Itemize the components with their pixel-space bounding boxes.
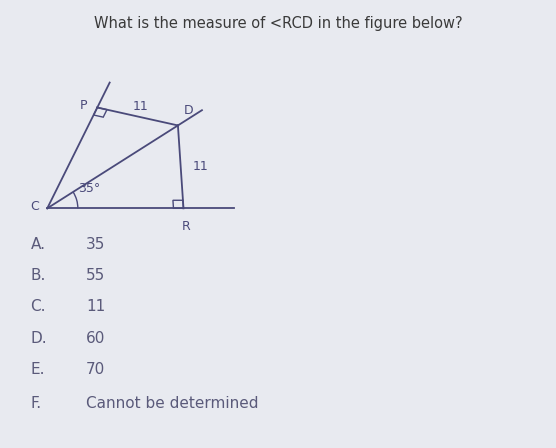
Text: B.: B. — [31, 268, 46, 283]
Text: 35: 35 — [86, 237, 106, 252]
Text: Cannot be determined: Cannot be determined — [86, 396, 259, 411]
Text: A.: A. — [31, 237, 46, 252]
Text: E.: E. — [31, 362, 45, 377]
Text: 55: 55 — [86, 268, 106, 283]
Text: What is the measure of <RCD in the figure below?: What is the measure of <RCD in the figur… — [94, 16, 462, 30]
Text: 11: 11 — [193, 160, 208, 173]
Text: R: R — [182, 220, 191, 233]
Text: D.: D. — [31, 331, 47, 346]
Text: 35°: 35° — [78, 181, 100, 195]
Text: 70: 70 — [86, 362, 106, 377]
Text: 11: 11 — [86, 299, 106, 314]
Text: P: P — [80, 99, 87, 112]
Text: 60: 60 — [86, 331, 106, 346]
Text: D: D — [183, 104, 193, 117]
Text: F.: F. — [31, 396, 42, 411]
Text: 11: 11 — [133, 100, 149, 113]
Text: C: C — [30, 199, 39, 213]
Text: C.: C. — [31, 299, 46, 314]
